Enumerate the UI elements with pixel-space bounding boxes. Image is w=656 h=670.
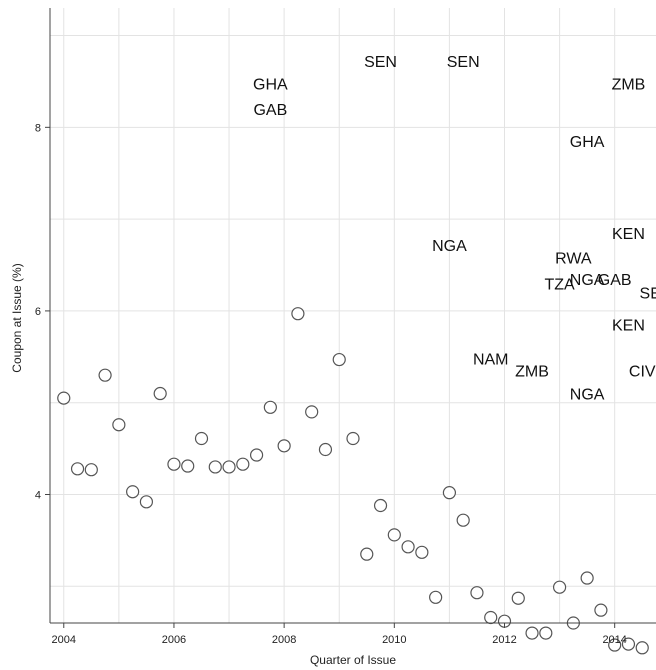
data-point: [635, 641, 649, 655]
data-point: [305, 405, 319, 419]
x-axis-label: Quarter of Issue: [310, 653, 396, 667]
axis-layer: 2004 2006 2008 2010 2012 2014 4 6 8: [35, 8, 656, 646]
data-point: [373, 498, 388, 513]
data-point: [387, 528, 401, 542]
data-point: [167, 457, 181, 471]
country-label: NGA: [570, 272, 605, 289]
data-point: [580, 571, 594, 585]
y-tick-label: 4: [35, 489, 41, 501]
grid-layer: [50, 8, 656, 623]
data-point: [456, 513, 470, 527]
data-point: [291, 307, 305, 321]
data-point: [470, 586, 484, 600]
country-label: SEN: [364, 54, 397, 71]
country-label: NAM: [473, 352, 509, 369]
data-point: [318, 442, 333, 457]
country-label: KEN: [612, 318, 645, 335]
data-point: [70, 462, 85, 476]
data-point: [98, 368, 112, 382]
data-point: [332, 352, 346, 367]
data-point: [401, 540, 415, 554]
y-tick-label: 6: [35, 306, 41, 318]
country-label: KEN: [612, 226, 645, 243]
data-point: [112, 418, 126, 432]
country-label: NGA: [570, 387, 605, 404]
data-point: [153, 386, 167, 401]
data-point: [525, 626, 539, 640]
country-label: SEN: [447, 54, 480, 71]
data-point: [346, 431, 360, 446]
data-point: [249, 448, 264, 462]
data-point: [360, 547, 374, 561]
x-tick-label: 2014: [602, 634, 626, 646]
country-label: GHA: [570, 134, 605, 151]
x-tick-label: 2004: [52, 634, 76, 646]
data-point: [222, 460, 236, 474]
data-point: [263, 400, 277, 414]
x-tick-label: 2012: [492, 634, 516, 646]
x-tick-label: 2008: [272, 634, 296, 646]
country-label: GAB: [253, 102, 287, 119]
data-point: [511, 591, 525, 605]
data-point: [277, 439, 291, 453]
y-tick-label: 8: [35, 122, 41, 134]
data-point: [84, 463, 98, 477]
country-label: TZA: [544, 276, 575, 293]
y-axis-label: Coupon at Issue (%): [10, 263, 24, 372]
country-label: CIV: [629, 364, 656, 381]
country-label: ZMB: [612, 76, 646, 93]
data-point: [429, 590, 443, 604]
label-layer: GHAGABSENSENZMBGHANGAKENRWATZANGAGABSENK…: [253, 54, 656, 403]
data-point: [181, 459, 195, 473]
data-point: [194, 431, 209, 446]
data-point: [139, 495, 154, 509]
data-point: [621, 637, 636, 651]
data-point: [236, 457, 250, 471]
data-point: [552, 580, 567, 594]
data-point: [126, 485, 140, 499]
data-point: [208, 460, 222, 474]
x-tick-label: 2006: [162, 634, 186, 646]
data-point: [594, 603, 608, 617]
country-label: GAB: [598, 272, 632, 289]
point-layer: [57, 307, 649, 655]
country-label: RWA: [555, 251, 592, 268]
data-point: [57, 391, 71, 405]
country-label: GHA: [253, 76, 288, 93]
data-point: [608, 638, 622, 652]
data-point: [539, 626, 553, 640]
country-label: NGA: [432, 238, 467, 255]
data-point: [484, 610, 498, 625]
country-label: ZMB: [515, 364, 549, 381]
x-tick-label: 2010: [382, 634, 406, 646]
data-point: [442, 486, 457, 500]
data-point: [415, 545, 429, 559]
country-label: SEN: [640, 286, 656, 303]
